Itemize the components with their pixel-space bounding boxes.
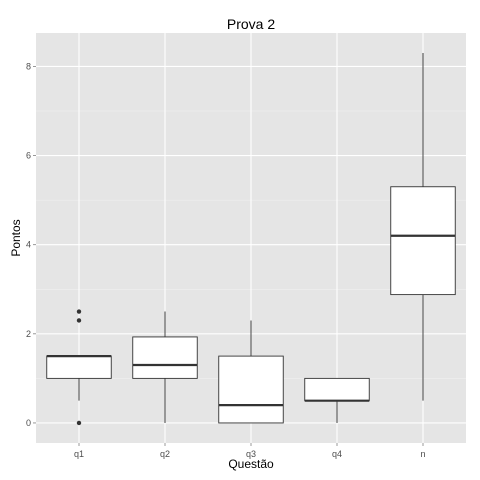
outlier-point: [76, 420, 82, 426]
tick-labels: 0 2 4 6 8 q1 q2 q3 q4 n: [26, 61, 426, 459]
box-iqr: [304, 377, 370, 402]
outlier-point: [76, 309, 82, 314]
x-axis-title: Questão: [228, 457, 274, 471]
x-tick-label: q2: [160, 449, 170, 459]
y-tick-label: 0: [26, 418, 31, 428]
box-q1: [46, 309, 112, 426]
outlier-point: [76, 318, 82, 323]
x-tick-label: n: [420, 449, 425, 459]
x-tick-label: q4: [332, 449, 342, 459]
box-n: [390, 53, 456, 401]
chart-title: Prova 2: [227, 16, 275, 32]
y-axis-title: Pontos: [9, 219, 23, 256]
boxes: [46, 53, 456, 426]
box-q2: [132, 311, 198, 423]
x-tick-label: q3: [246, 449, 256, 459]
y-tick-label: 4: [26, 240, 31, 250]
y-tick-label: 6: [26, 151, 31, 161]
box-iqr: [390, 186, 456, 296]
box-iqr: [46, 355, 112, 379]
x-tick-label: q1: [74, 449, 84, 459]
y-tick-label: 2: [26, 329, 31, 339]
box-q4: [304, 377, 370, 423]
box-iqr: [218, 355, 284, 424]
box-iqr: [132, 336, 198, 379]
box-q3: [218, 320, 284, 424]
y-tick-label: 8: [26, 61, 31, 71]
